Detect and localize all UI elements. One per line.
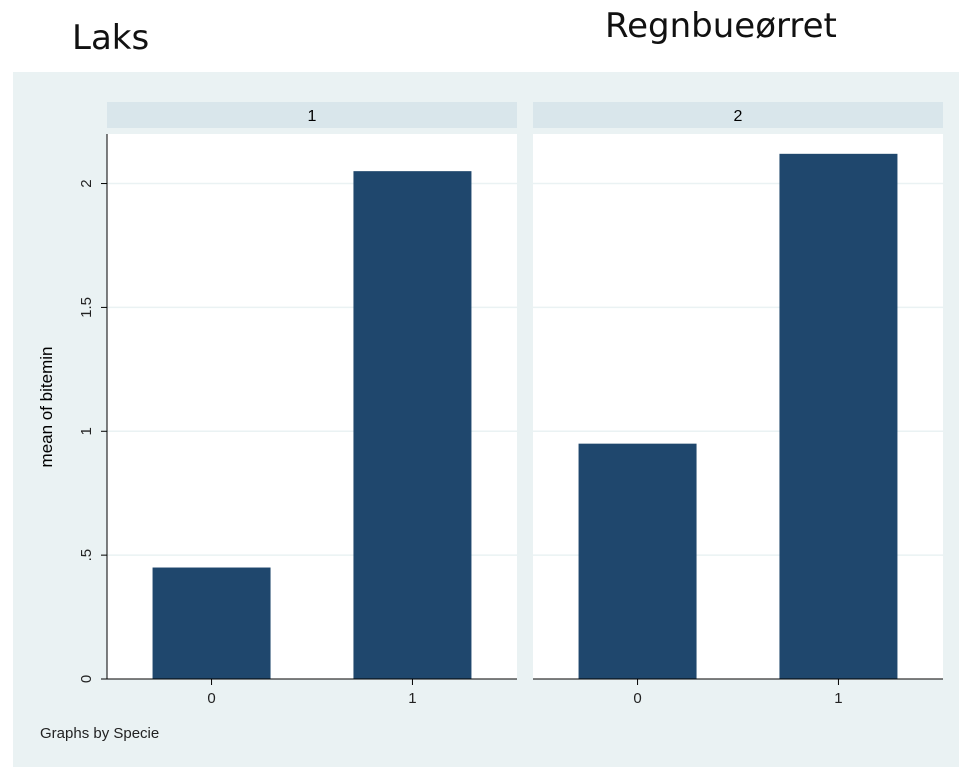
overlay-title-regnbueorret: Regnbueørret — [605, 6, 837, 46]
y-tick-label: .5 — [78, 549, 95, 562]
overlay-title-laks: Laks — [72, 18, 150, 58]
x-tick-label: 1 — [408, 690, 416, 707]
y-axis: 0 .5 1 1.5 2 — [78, 134, 108, 683]
y-tick-label: 1 — [78, 427, 95, 435]
x-tick-label: 1 — [834, 690, 842, 707]
y-tick-label: 0 — [78, 675, 95, 683]
panel-1-label: 1 — [308, 108, 317, 125]
panel-2-header — [533, 102, 943, 128]
y-tick-label: 2 — [78, 179, 95, 187]
bar-panel-2-cat-0 — [578, 443, 697, 679]
y-axis-title: mean of bitemin — [37, 347, 56, 468]
panel-2-label: 2 — [734, 108, 743, 125]
panel-1-bars — [152, 171, 472, 679]
bar-panel-1-cat-1 — [353, 171, 472, 679]
graph-note: Graphs by Specie — [40, 725, 159, 742]
y-tick-label: 1.5 — [78, 297, 95, 318]
bar-panel-2-cat-1 — [779, 153, 898, 679]
x-tick-label: 0 — [207, 690, 215, 707]
panel-1-header — [107, 102, 517, 128]
panel-2-bars — [578, 153, 898, 679]
x-tick-label: 0 — [633, 690, 641, 707]
bar-panel-1-cat-0 — [152, 567, 271, 679]
